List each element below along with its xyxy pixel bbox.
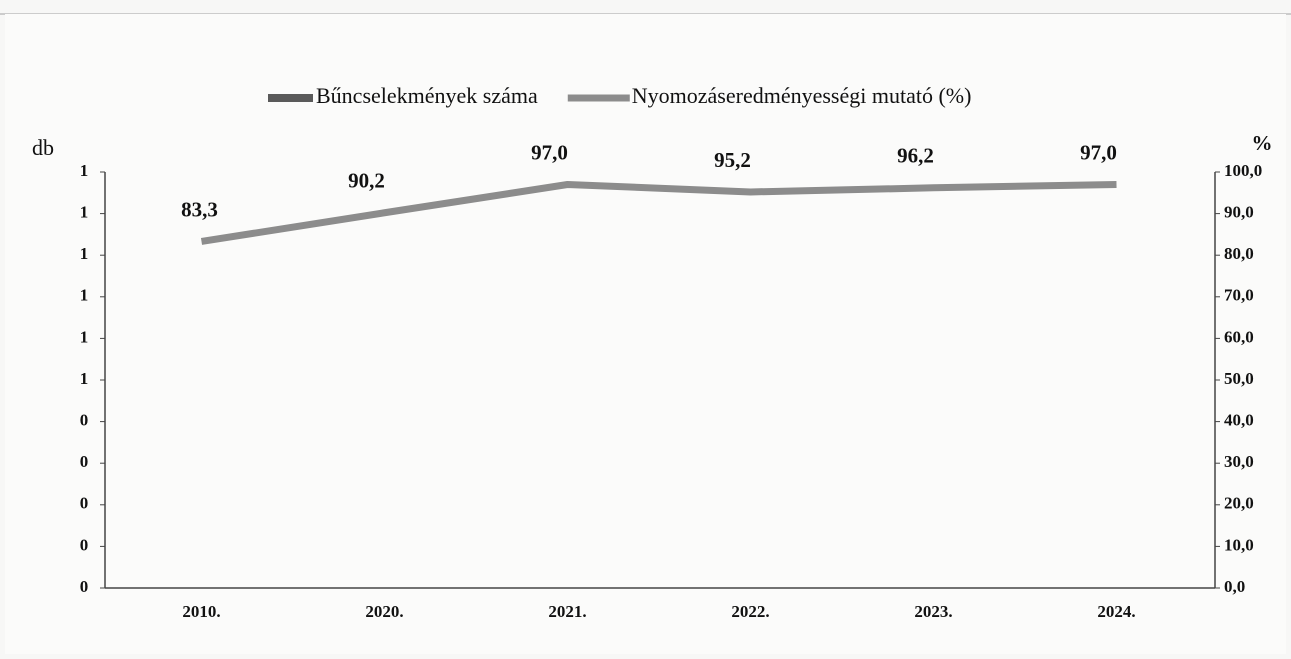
y-tick-label: 0 [80, 494, 89, 513]
data-label: 97,0 [531, 140, 568, 164]
y-tick-label: 1 [80, 203, 89, 222]
y-tick-label: 1 [80, 327, 89, 346]
y2-tick-label: 50,0 [1224, 369, 1254, 388]
data-label: 83,3 [181, 197, 218, 221]
y-axis-label: db [32, 135, 54, 160]
x-tick-label: 2010. [182, 602, 220, 621]
y-tick-label: 1 [80, 286, 89, 305]
y-tick-label: 0 [80, 452, 89, 471]
y2-tick-label: 20,0 [1224, 494, 1254, 513]
y-tick-label: 1 [80, 244, 89, 263]
legend-swatch [268, 94, 313, 102]
y2-tick-label: 60,0 [1224, 327, 1254, 346]
line [200, 180, 1117, 245]
y-tick-label: 1 [80, 369, 89, 388]
y-tick-label: 1 [80, 161, 89, 180]
y-tick-label: 0 [80, 411, 89, 430]
y2-tick-label: 40,0 [1224, 411, 1254, 430]
data-label: 97,0 [1080, 140, 1117, 164]
data-label: 96,2 [897, 144, 934, 168]
x-tick-label: 2020. [365, 602, 403, 621]
x-tick-label: 2021. [548, 602, 586, 621]
x-tick-label: 2024. [1097, 602, 1135, 621]
y2-tick-label: 90,0 [1224, 203, 1254, 222]
data-label: 90,2 [348, 169, 385, 193]
x-tick-label: 2022. [731, 602, 769, 621]
y2-axis-label: % [1252, 131, 1273, 155]
y2-tick-label: 70,0 [1224, 286, 1254, 305]
y2-tick-label: 30,0 [1224, 452, 1254, 471]
y2-tick-label: 100,0 [1224, 161, 1262, 180]
y2-tick-label: 10,0 [1224, 535, 1254, 554]
plot-background [5, 14, 1286, 654]
legend-label: Bűncselekmények száma [316, 83, 538, 108]
y-tick-label: 0 [80, 535, 89, 554]
legend-label: Nyomozáseredményességi mutató (%) [632, 83, 972, 108]
y-tick-label: 0 [80, 577, 89, 596]
x-tick-label: 2023. [914, 602, 952, 621]
y2-tick-label: 0,0 [1224, 577, 1245, 596]
data-label: 95,2 [714, 148, 751, 172]
y2-tick-label: 80,0 [1224, 244, 1254, 263]
